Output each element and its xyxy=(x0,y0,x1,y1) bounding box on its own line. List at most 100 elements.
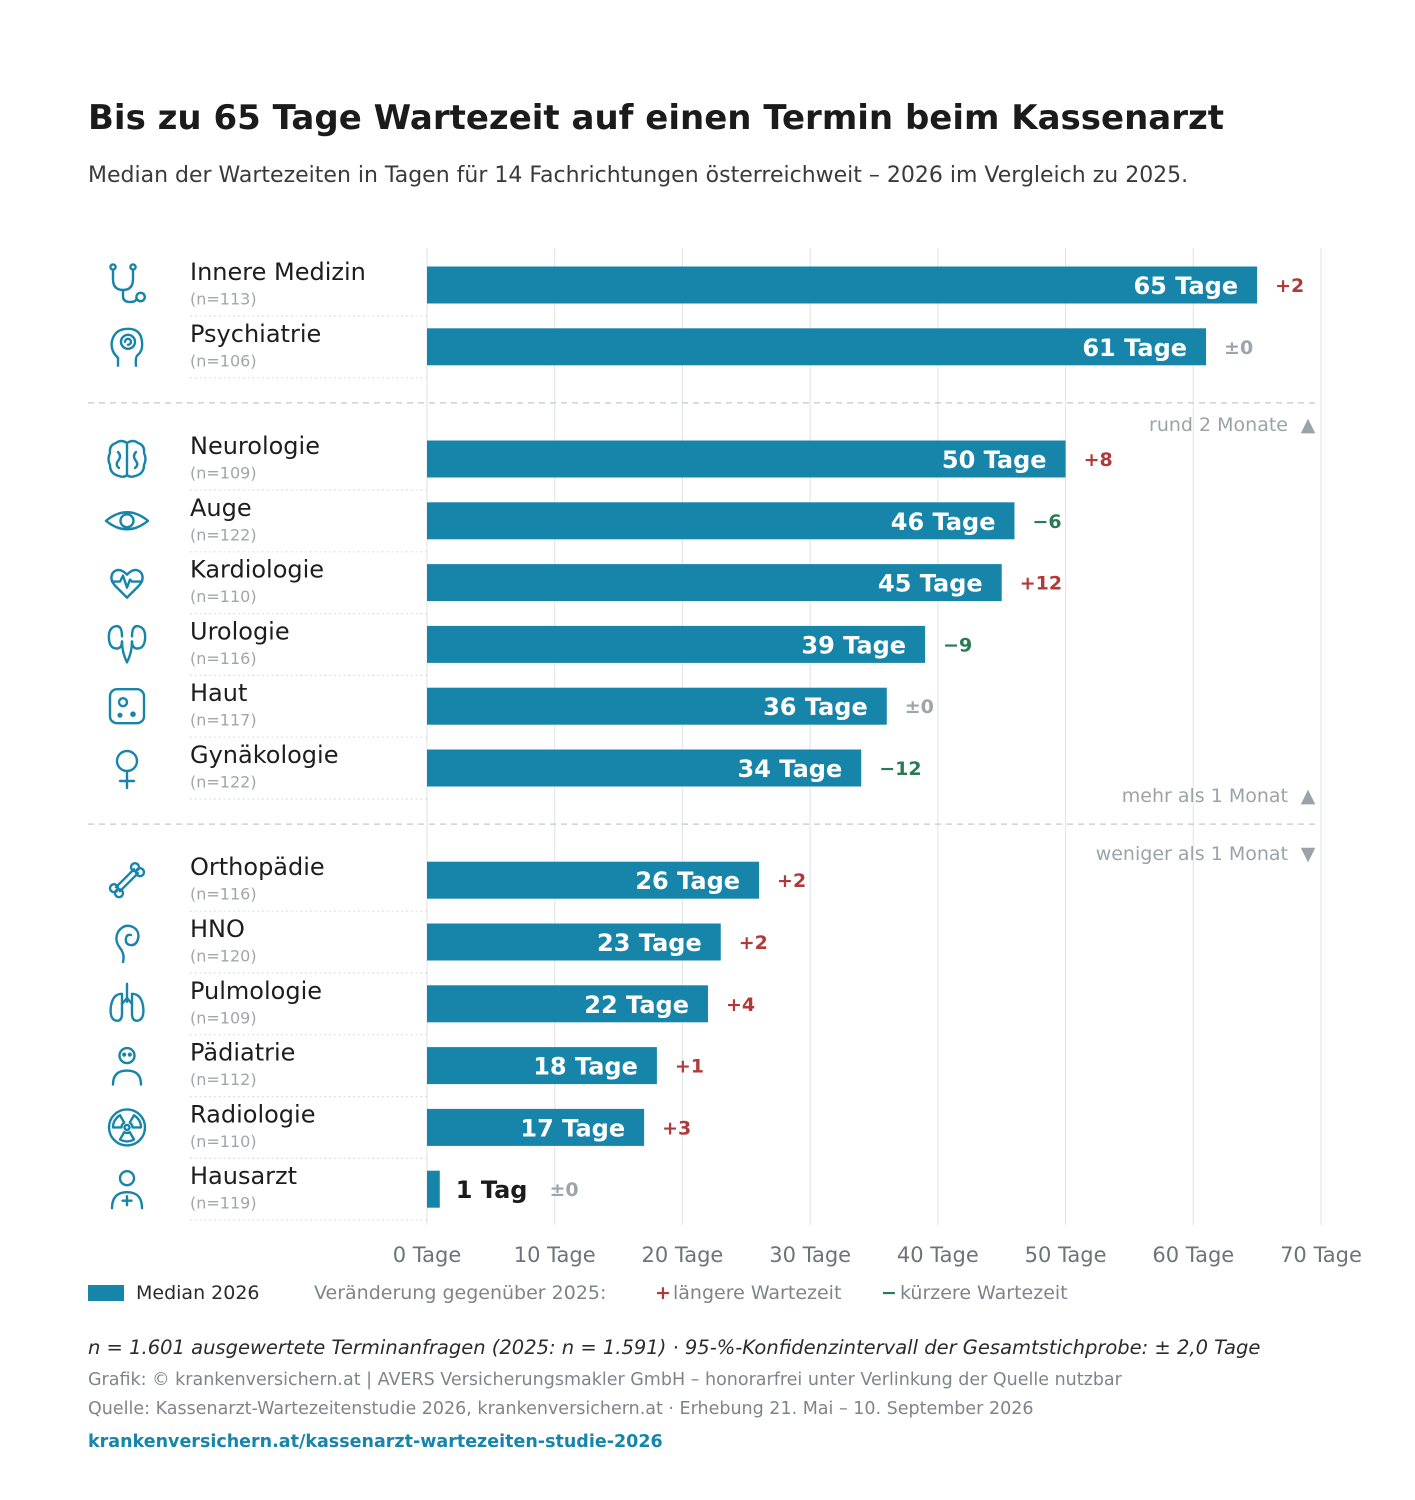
category-label: Neurologie xyxy=(190,432,320,460)
change-label: +2 xyxy=(1275,275,1304,297)
category-label: Haut xyxy=(190,679,247,707)
change-label: +8 xyxy=(1084,449,1113,471)
legend-increase-symbol: + xyxy=(655,1282,671,1304)
change-label: −12 xyxy=(879,758,921,780)
eye-icon xyxy=(104,511,150,531)
child-icon xyxy=(111,1046,143,1086)
gridlines xyxy=(426,248,1322,1225)
bar-row: Orthopädie (n=116) 26 Tage +2 xyxy=(108,853,806,912)
sample-size-label: (n=113) xyxy=(190,290,257,309)
group-arrow-icon: ▲ xyxy=(1301,785,1316,807)
category-label: Gynäkologie xyxy=(190,741,338,769)
kidneys-icon xyxy=(107,624,147,664)
bar xyxy=(427,266,1258,304)
bar xyxy=(427,564,1002,602)
bar-row: HNO (n=120) 23 Tage +2 xyxy=(115,915,768,974)
sample-size-label: (n=109) xyxy=(190,464,257,483)
bar xyxy=(427,985,708,1023)
category-label: Orthopädie xyxy=(190,853,325,881)
bar-row: Innere Medizin (n=113) 65 Tage +2 xyxy=(109,258,1304,317)
change-label: +4 xyxy=(726,994,755,1016)
change-label: ±0 xyxy=(905,696,934,718)
change-label: +2 xyxy=(777,870,806,892)
bar-value-label: 26 Tage xyxy=(635,867,740,895)
change-label: +12 xyxy=(1020,573,1062,595)
group-label: mehr als 1 Monat xyxy=(1122,785,1288,807)
legend-change-heading: Veränderung gegenüber 2025: xyxy=(314,1282,607,1304)
bar xyxy=(427,502,1015,540)
sample-note: n = 1.601 ausgewertete Terminanfragen (2… xyxy=(88,1336,1261,1359)
group-arrow-icon: ▼ xyxy=(1301,843,1316,865)
legend-decrease-symbol: − xyxy=(881,1282,897,1304)
bar-row: Urologie (n=116) 39 Tage −9 xyxy=(107,617,972,677)
heart-pulse-icon xyxy=(110,568,144,599)
x-tick-label: 10 Tage xyxy=(514,1243,596,1267)
bar xyxy=(427,1108,645,1146)
category-label: Pädiatrie xyxy=(190,1039,295,1067)
bar-chart: Innere Medizin (n=113) 65 Tage +2 Psychiatri… xyxy=(88,248,1362,1267)
sample-size-label: (n=110) xyxy=(190,587,257,606)
bar xyxy=(427,923,721,961)
bar xyxy=(427,1170,440,1208)
bar xyxy=(427,1047,657,1085)
group-annotations: rund 2 Monate ▲ mehr als 1 Monat ▲ weniger a… xyxy=(1096,414,1316,865)
stethoscope-icon xyxy=(109,263,147,304)
category-label: Auge xyxy=(190,494,252,522)
brain-icon xyxy=(107,439,147,478)
bar xyxy=(427,749,862,787)
legend-decrease-label: kürzere Wartezeit xyxy=(900,1282,1068,1304)
bar-value-label: 65 Tage xyxy=(1133,272,1238,300)
change-label: ±0 xyxy=(1224,337,1253,359)
bar-value-label: 17 Tage xyxy=(520,1114,625,1142)
x-tick-label: 60 Tage xyxy=(1152,1243,1234,1267)
bar xyxy=(427,625,926,663)
chart-subtitle: Median der Wartezeiten in Tagen für 14 F… xyxy=(88,163,1189,188)
group-label: rund 2 Monate xyxy=(1149,414,1288,436)
change-label: +3 xyxy=(662,1117,691,1139)
category-label: Urologie xyxy=(190,617,290,645)
credit-line: Grafik: © krankenversichern.at | AVERS V… xyxy=(88,1370,1122,1390)
chart-title: Bis zu 65 Tage Wartezeit auf einen Termi… xyxy=(88,98,1225,138)
source-line: Quelle: Kassenarzt-Wartezeitenstudie 202… xyxy=(88,1399,1034,1419)
head-spiral-icon xyxy=(110,327,144,367)
change-label: +2 xyxy=(739,932,768,954)
bar-value-label: 36 Tage xyxy=(763,693,868,721)
category-label: Innere Medizin xyxy=(190,258,366,286)
category-label: Kardiologie xyxy=(190,556,324,584)
bar-row: Kardiologie (n=110) 45 Tage +12 xyxy=(110,556,1062,615)
skin-icon xyxy=(108,688,146,725)
sample-size-label: (n=110) xyxy=(190,1132,257,1151)
bar xyxy=(427,440,1066,478)
bar-value-label: 39 Tage xyxy=(801,631,906,659)
bar-value-label: 46 Tage xyxy=(891,508,996,536)
study-link[interactable]: krankenversichern.at/kassenarzt-wartezei… xyxy=(88,1432,663,1452)
category-label: Psychiatrie xyxy=(190,320,321,348)
x-tick-label: 30 Tage xyxy=(769,1243,851,1267)
category-label: Radiologie xyxy=(190,1100,315,1128)
bar-value-label: 61 Tage xyxy=(1082,334,1187,362)
bar-row: Radiologie (n=110) 17 Tage +3 xyxy=(107,1100,691,1160)
x-tick-label: 70 Tage xyxy=(1280,1243,1362,1267)
bar xyxy=(427,328,1207,366)
category-label: Pulmologie xyxy=(190,977,322,1005)
bar-value-label: 18 Tage xyxy=(533,1053,638,1081)
sample-size-label: (n=122) xyxy=(190,773,257,792)
legend-swatch-median xyxy=(88,1285,124,1301)
group-separators xyxy=(88,402,1318,825)
radiation-icon xyxy=(107,1108,147,1147)
bar xyxy=(427,861,760,899)
x-tick-label: 20 Tage xyxy=(641,1243,723,1267)
sample-size-label: (n=120) xyxy=(190,947,257,966)
lungs-icon xyxy=(109,982,145,1022)
legend-series-label: Median 2026 xyxy=(136,1282,260,1304)
change-label: −9 xyxy=(943,634,972,656)
legend-increase-label: längere Wartezeit xyxy=(673,1282,842,1304)
bar-value-label: 50 Tage xyxy=(942,446,1047,474)
change-label: ±0 xyxy=(549,1179,578,1201)
sample-size-label: (n=119) xyxy=(190,1194,257,1213)
bar-row: Neurologie (n=109) 50 Tage +8 xyxy=(107,432,1113,491)
bar-row: Gynäkologie (n=122) 34 Tage −12 xyxy=(115,741,922,800)
sample-size-label: (n=109) xyxy=(190,1008,257,1027)
bar-value-label: 22 Tage xyxy=(584,991,689,1019)
bar-value-label: 23 Tage xyxy=(597,929,702,957)
